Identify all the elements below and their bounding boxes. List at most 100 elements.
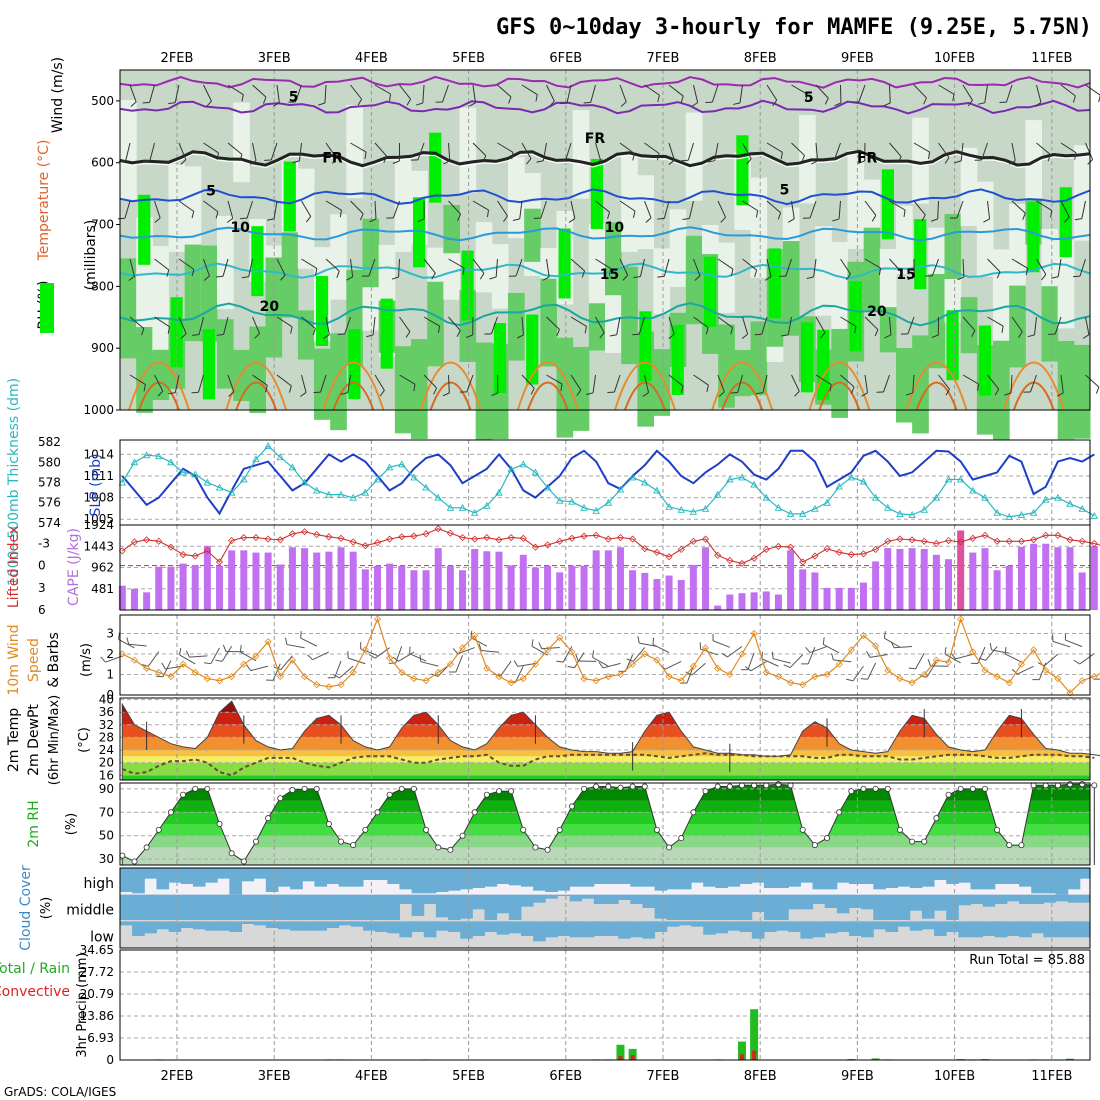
rh-marker — [653, 826, 660, 833]
upper-wind-barb-flag — [267, 218, 275, 221]
cloud-high-bar — [205, 868, 218, 883]
lifted-index-marker — [337, 534, 345, 542]
upper-wind-barb — [644, 200, 652, 218]
lifted-index-marker — [969, 534, 977, 542]
cape-bar — [556, 572, 564, 610]
surface-wind-barb — [272, 663, 281, 681]
cloud-high-bar — [314, 868, 328, 887]
upper-wind-barb — [639, 258, 645, 277]
upper-wind-barb — [590, 84, 596, 103]
cloud-low-bar — [338, 921, 352, 926]
upper-wind-barb — [273, 200, 278, 219]
t2m-y-tick: 36 — [99, 705, 114, 719]
surface-wind-barb — [664, 661, 682, 670]
bottom-day-label: 3FEB — [258, 1069, 291, 1084]
bottom-day-label: 5FEB — [452, 1069, 485, 1084]
upper-wind-barb-flag — [632, 333, 640, 336]
cloud-middle-bar — [812, 894, 826, 904]
upper-wind-barb — [737, 374, 743, 393]
upper-wind-barb — [270, 142, 278, 161]
upper-wind-barb-flag — [787, 218, 795, 223]
upper-wind-barb-flag — [392, 160, 400, 164]
thickness-marker — [811, 504, 819, 512]
thickness-marker — [361, 488, 370, 496]
isotherm-25-cell — [614, 361, 676, 411]
upper-wind-barb — [149, 142, 155, 161]
rh-marker — [1042, 782, 1049, 789]
upper-wind-barb — [540, 200, 547, 219]
cape-bar — [568, 565, 576, 610]
lifted-index-marker — [884, 537, 892, 545]
rh-marker — [167, 809, 174, 816]
lifted-index-marker — [580, 532, 588, 540]
upper-wind-barb-flag — [832, 218, 840, 222]
rh-marker — [787, 782, 794, 789]
cloud-low-bar — [763, 921, 777, 932]
upper-wind-barb-flag — [154, 217, 161, 223]
rh-marker — [228, 850, 235, 857]
surface-wind-barb-flag — [179, 647, 182, 656]
rh-cell-light — [168, 164, 186, 252]
lifted-index-marker — [373, 539, 382, 547]
upper-wind-barb — [519, 200, 523, 219]
bottom-day-label: 9FEB — [841, 1069, 874, 1084]
wind-y-tick: 1 — [106, 667, 114, 681]
cloud-low-bar — [557, 921, 571, 936]
isotherm-30-cell — [526, 381, 569, 411]
cloud-low-bar — [861, 921, 874, 938]
upper-wind-barb-flag — [437, 325, 441, 334]
cloud-middle-bar — [399, 894, 413, 904]
thickness-marker — [628, 473, 637, 481]
surface-wind-barb-flag — [652, 637, 655, 645]
upper-wind-barb — [295, 84, 302, 103]
upper-wind-barb-flag — [657, 95, 660, 103]
contour-label: 10 — [230, 220, 250, 236]
lifted-index-marker — [847, 550, 855, 559]
upper-wind-barb — [912, 374, 915, 393]
upper-wind-barb-flag — [584, 326, 587, 334]
upper-wind-barb — [399, 84, 411, 100]
cloud-high-bar — [970, 868, 984, 890]
rh-cell-mid — [556, 337, 574, 438]
cloud-low-bar — [994, 921, 1008, 938]
rh-marker — [192, 785, 199, 792]
upper-wind-barb — [154, 200, 161, 219]
upper-wind-barb-flag — [622, 274, 629, 281]
upper-wind-barb — [791, 200, 795, 219]
upper-wind-barb-flag — [512, 218, 520, 222]
lifted-index-marker — [981, 531, 989, 539]
top-day-label: 10FEB — [934, 51, 975, 66]
rh-cell-mid — [685, 235, 703, 325]
upper-wind-barb — [495, 258, 498, 277]
cloud-high-bar — [399, 868, 413, 890]
wind-y-tick: 0 — [106, 688, 114, 702]
wind-speed-marker — [859, 631, 868, 640]
rh-cell-mid — [896, 347, 913, 423]
rh-band — [122, 824, 1090, 836]
upper-wind-barb — [913, 142, 930, 153]
upper-wind-barb — [1036, 142, 1051, 155]
cloud-middle-bar — [970, 894, 984, 904]
wind-speed-marker — [896, 675, 904, 683]
cape-bar — [1066, 547, 1074, 610]
wind-speed-marker — [410, 675, 418, 683]
cape-bar — [762, 591, 770, 610]
thickness-marker — [1066, 499, 1074, 507]
upper-wind-barb-flag — [383, 156, 388, 163]
upper-wind-barb — [1079, 258, 1086, 277]
thickness-marker — [1017, 510, 1026, 518]
upper-wind-barb — [246, 200, 253, 219]
cloud-low-bar — [1031, 921, 1044, 934]
thickness-marker — [932, 493, 941, 501]
upper-wind-barb — [913, 200, 926, 216]
cloud-low-bar — [836, 921, 850, 932]
cloud-middle-bar — [375, 894, 388, 920]
rh-cell-light — [750, 177, 768, 278]
cloud-low-bar — [909, 921, 923, 931]
cloud-middle-bar — [1019, 894, 1032, 904]
thickness-marker — [835, 482, 843, 490]
upper-wind-barb — [565, 142, 572, 161]
temp-band — [122, 756, 1090, 763]
cloud-high-bar — [217, 868, 230, 879]
upper-wind-barb-flag — [489, 276, 497, 280]
